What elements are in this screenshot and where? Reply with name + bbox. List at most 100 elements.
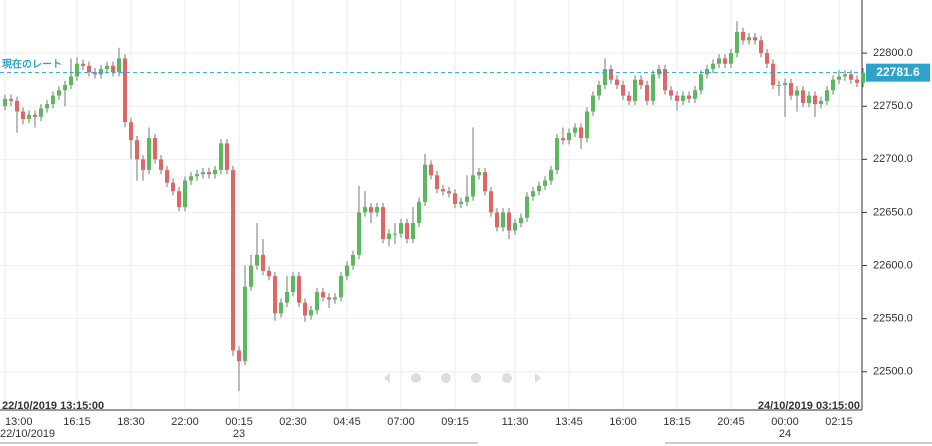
candle-body <box>75 63 79 77</box>
candle-body <box>843 74 847 77</box>
candle-body <box>321 292 325 298</box>
candle-body <box>105 65 109 70</box>
candle-body <box>519 217 523 224</box>
end-time: 24/10/2019 03:15:00 <box>758 400 860 412</box>
candle-body <box>57 90 61 96</box>
start-time: 22/10/2019 13:15:00 <box>2 400 104 412</box>
candle-body <box>333 297 337 300</box>
candle-body <box>555 138 559 170</box>
x-tick-label: 20:45 <box>717 416 745 428</box>
candle-body <box>657 69 661 75</box>
candle-body <box>201 172 205 175</box>
candle-body <box>123 58 127 123</box>
candle-body <box>687 95 691 99</box>
x-tick-label: 13:00 <box>5 416 33 428</box>
candle-body <box>63 84 67 91</box>
candle-body <box>399 223 403 234</box>
y-tick-label: 22700.0 <box>873 153 913 165</box>
x-date-label: 24 <box>779 428 791 440</box>
candle-body <box>309 310 313 316</box>
candle-body <box>405 223 409 239</box>
candle-body <box>777 84 781 86</box>
candle-body <box>759 40 763 54</box>
candle-body <box>861 72 865 83</box>
candle-body <box>603 69 607 85</box>
x-tick-label: 04:45 <box>333 416 361 428</box>
candle-body <box>675 95 679 101</box>
x-tick-label: 18:15 <box>663 416 691 428</box>
candle-body <box>267 270 271 277</box>
nav-zoom[interactable] <box>441 373 451 383</box>
candle-body <box>183 180 187 208</box>
navigation-icons <box>384 373 541 383</box>
grid <box>0 0 862 410</box>
candle-body <box>285 292 289 303</box>
candle-body <box>153 138 157 160</box>
candle-body <box>291 276 295 293</box>
candle-body <box>801 90 805 104</box>
candle-body <box>363 207 367 213</box>
nav-left[interactable] <box>384 373 390 383</box>
candle-body <box>39 108 43 117</box>
candle-body <box>753 37 757 41</box>
candle-body <box>537 185 541 192</box>
nav-right[interactable] <box>535 373 541 383</box>
x-tick-label: 00:15 <box>225 416 253 428</box>
candle-body <box>213 169 217 175</box>
x-date-label: 23 <box>233 428 245 440</box>
candle-body <box>579 127 583 139</box>
candle-body <box>147 138 151 170</box>
candle-body <box>795 90 799 96</box>
candle-body <box>585 111 589 139</box>
candle-body <box>513 223 517 231</box>
candle-body <box>189 176 193 181</box>
candle-body <box>381 207 385 239</box>
x-tick-label: 16:00 <box>609 416 637 428</box>
nav-zoom[interactable] <box>502 373 512 383</box>
candle-body <box>423 164 427 202</box>
candle-body <box>825 90 829 101</box>
candle-body <box>237 350 241 362</box>
candle-body <box>543 180 547 186</box>
candle-body <box>783 82 787 85</box>
candle-body <box>165 169 169 183</box>
nav-zoom[interactable] <box>411 373 421 383</box>
candle-body <box>141 159 145 170</box>
candle-body <box>225 143 229 170</box>
candle-body <box>417 201 421 224</box>
x-tick-label: 18:30 <box>117 416 145 428</box>
candle-body <box>807 95 811 104</box>
x-date-label: 22/10/2019 <box>0 428 55 440</box>
x-tick-label: 02:30 <box>279 416 307 428</box>
candle-body <box>81 63 85 66</box>
candle-body <box>387 233 391 239</box>
candle-body <box>129 122 133 141</box>
candle-body <box>549 169 553 181</box>
candle-body <box>255 254 259 266</box>
candle-body <box>699 74 703 91</box>
candle-body <box>273 276 277 314</box>
candle-body <box>33 114 37 117</box>
candle-body <box>207 172 211 175</box>
candle-body <box>465 196 469 202</box>
candle-body <box>849 74 853 80</box>
candle-body <box>15 100 19 112</box>
candle-body <box>501 212 505 228</box>
candle-body <box>51 95 55 105</box>
candle-body <box>375 207 379 213</box>
nav-zoom[interactable] <box>471 373 481 383</box>
candle-body <box>177 191 181 208</box>
candle-body <box>765 53 769 64</box>
candle-body <box>249 265 253 287</box>
candle-body <box>663 69 667 91</box>
y-tick-label: 22550.0 <box>873 313 913 325</box>
candle-body <box>693 90 697 99</box>
candle-body <box>3 98 7 107</box>
candle-body <box>771 63 775 85</box>
candle-body <box>231 169 235 351</box>
candle-body <box>813 95 817 105</box>
x-tick-label: 07:00 <box>387 416 415 428</box>
candle-body <box>411 223 415 239</box>
candle-body <box>339 276 343 298</box>
